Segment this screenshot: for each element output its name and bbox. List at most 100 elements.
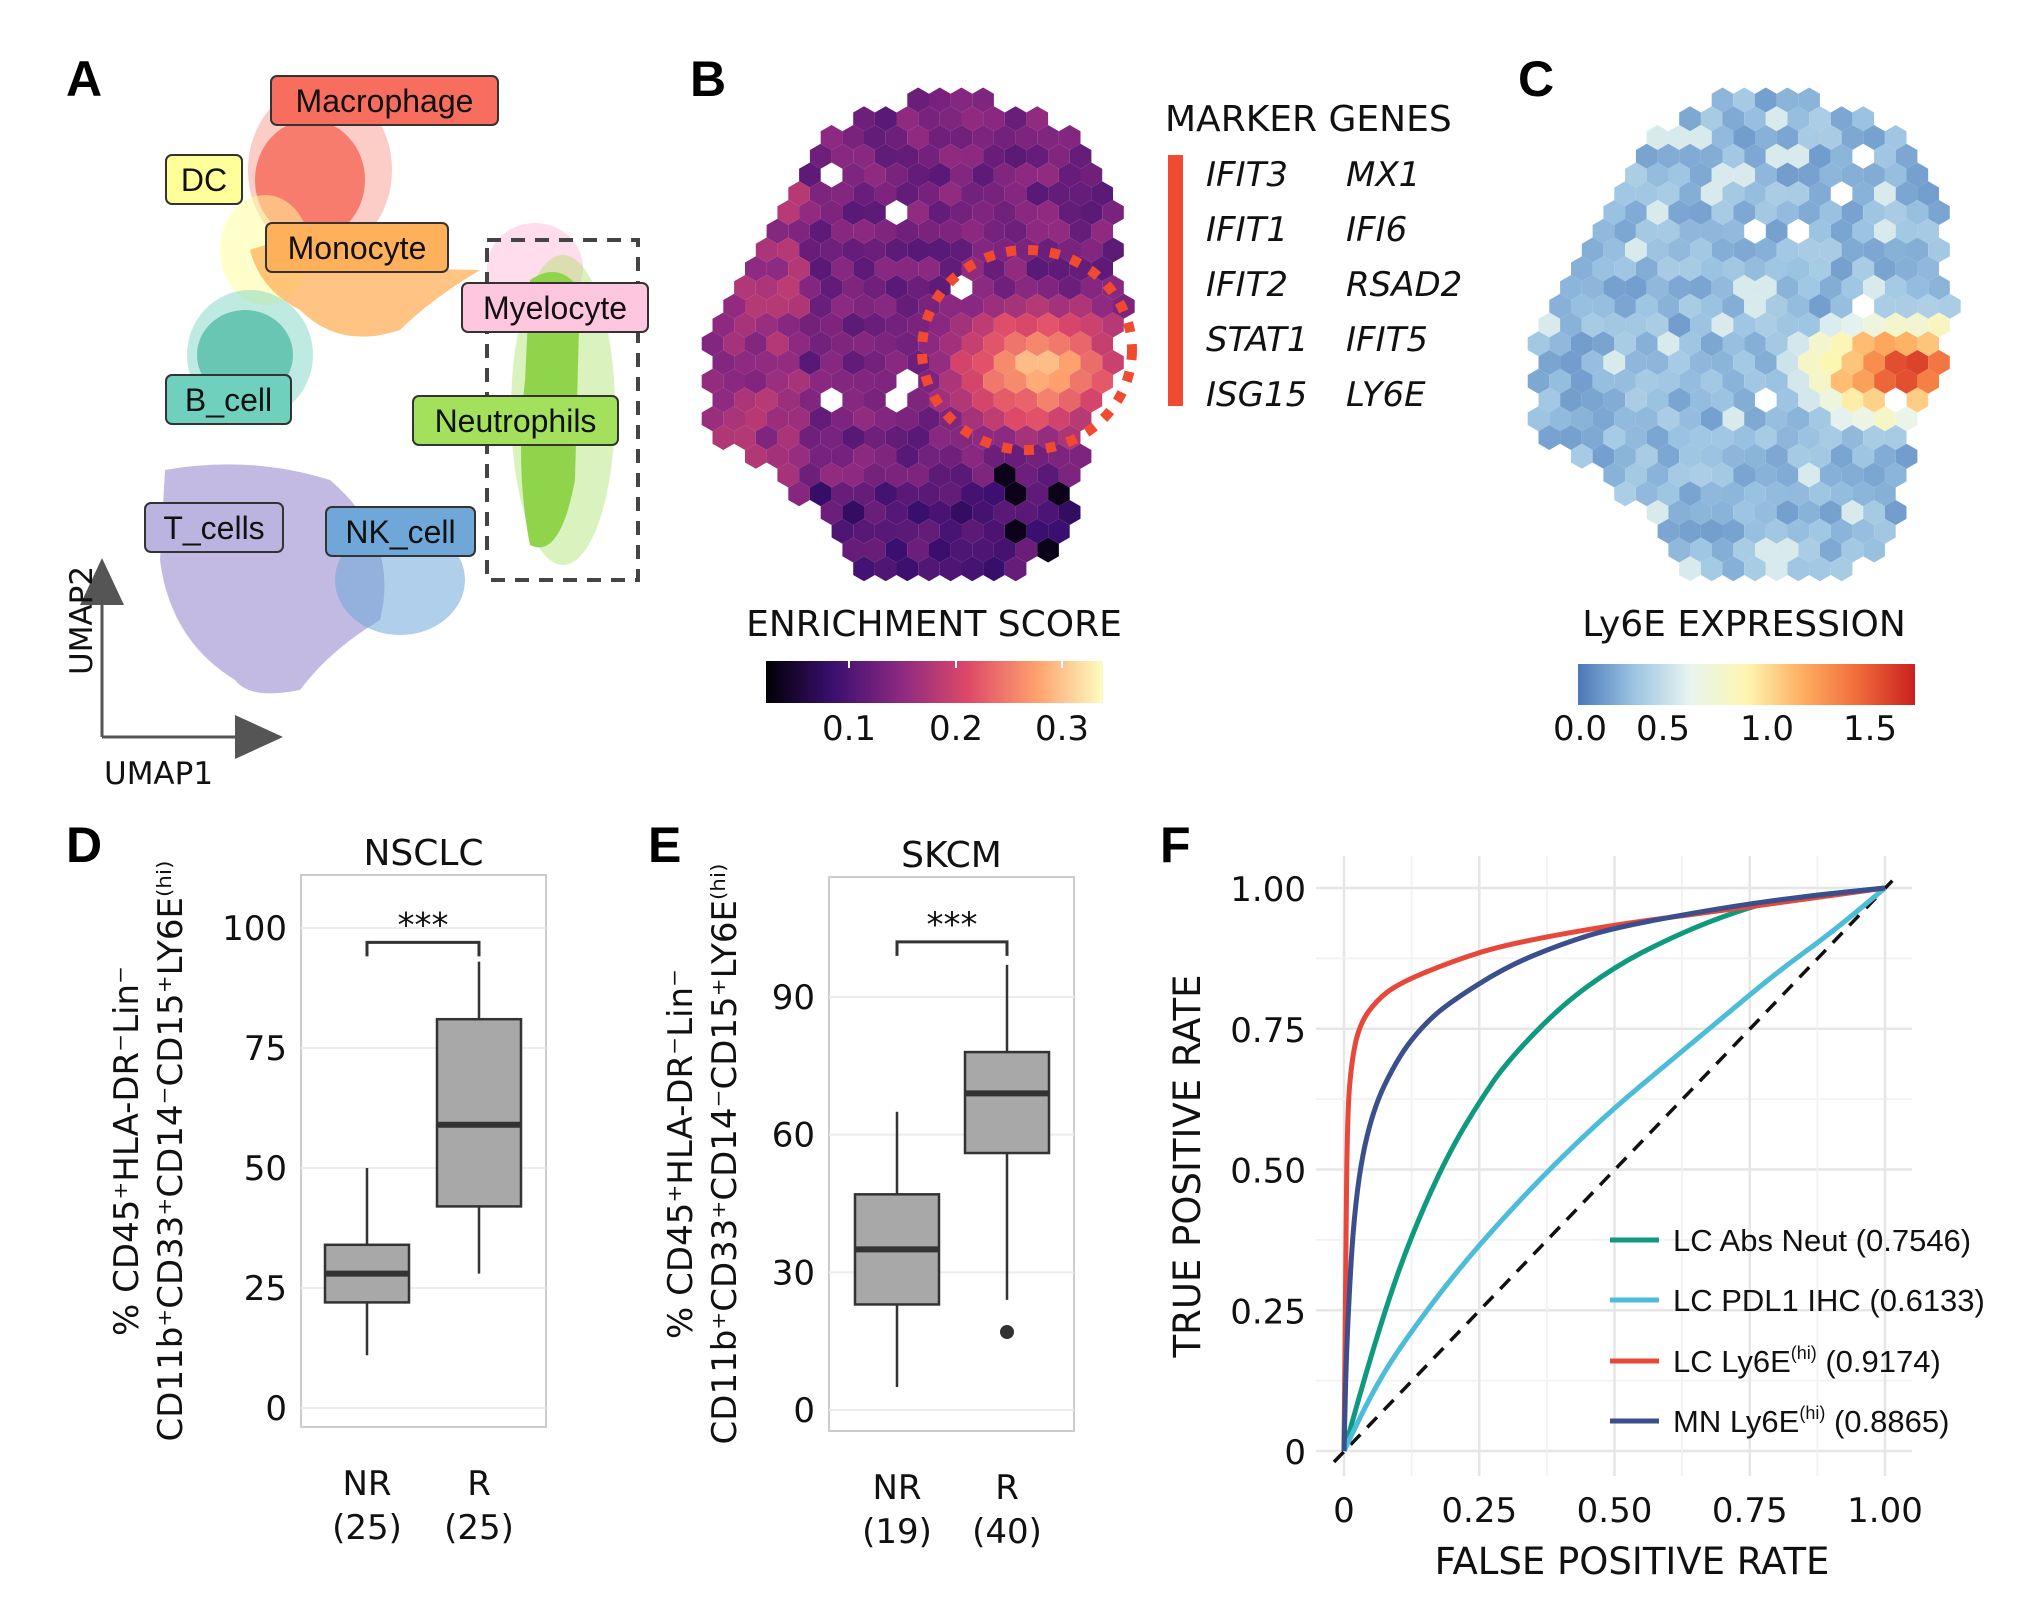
hex-spot <box>896 181 919 207</box>
hex-spot <box>1895 443 1918 469</box>
hex-spot <box>842 237 864 263</box>
hex-spot <box>831 218 854 244</box>
hex-spot <box>1700 331 1723 357</box>
y-tick-label: 50 <box>244 1149 287 1189</box>
hex-spot <box>1668 350 1690 375</box>
hex-spot <box>1037 162 1059 188</box>
hex-spot <box>1798 500 1820 525</box>
hex-spot <box>1765 106 1788 132</box>
hex-spot <box>788 481 810 507</box>
hex-spot <box>1657 181 1680 207</box>
box-iqr <box>435 1017 523 1208</box>
hex-spot <box>1841 500 1864 525</box>
hex-spot <box>734 275 756 300</box>
hex-spot <box>1700 256 1723 282</box>
hex-spot <box>853 143 875 169</box>
hex-spot <box>777 350 800 375</box>
hex-spot <box>1744 556 1766 582</box>
hex-spot <box>874 181 897 207</box>
hex-spot <box>1614 406 1636 432</box>
hex-spot <box>1830 106 1853 132</box>
marker-gene: ISG15 <box>1206 375 1307 415</box>
umap-x-label: UMAP1 <box>104 756 213 792</box>
hex-spot <box>712 425 735 450</box>
hex-spot <box>1809 518 1831 544</box>
hex-spot <box>1819 200 1842 225</box>
hex-spot <box>864 425 886 450</box>
hex-spot <box>907 500 929 525</box>
hex-spot <box>799 350 821 375</box>
hex-spot <box>1787 293 1810 319</box>
hex-spot <box>950 125 973 150</box>
hex-spot <box>1863 312 1885 338</box>
hex-spot <box>874 218 897 244</box>
hex-spot <box>1841 200 1864 225</box>
hex-spot <box>755 312 778 338</box>
hex-spot <box>1863 200 1885 225</box>
hex-spot <box>1776 312 1799 338</box>
hex-spot <box>874 368 897 394</box>
hex-spot <box>1798 237 1820 263</box>
hex-spot <box>1787 143 1810 169</box>
hex-spot <box>1690 200 1712 225</box>
hex-spot <box>1581 275 1604 300</box>
hex-spot <box>1711 537 1734 563</box>
hex-spot <box>1809 106 1831 132</box>
hex-spot <box>755 387 778 413</box>
hex-spot <box>723 368 745 394</box>
hex-spot <box>939 331 962 357</box>
hex-spot <box>1722 556 1745 582</box>
hex-spot <box>983 293 1005 319</box>
hex-spot <box>1895 256 1918 282</box>
hex-spot <box>1874 293 1896 319</box>
hex-spot <box>1906 350 1929 375</box>
hex-spot <box>1058 500 1081 525</box>
hex-spot <box>1809 481 1831 507</box>
hex-spot <box>1015 200 1038 225</box>
x-tick-label: 0 <box>1333 1491 1355 1531</box>
hex-spot <box>1722 106 1745 132</box>
hex-spot <box>983 556 1005 582</box>
hex-spot <box>799 200 821 225</box>
hex-spot <box>961 293 984 319</box>
hex-spot <box>885 237 908 263</box>
x-tick-label: 0.75 <box>1712 1491 1788 1531</box>
hex-spot <box>1635 443 1658 469</box>
hex-spot <box>1722 368 1745 394</box>
hex-spot <box>831 256 854 282</box>
hex-spot <box>929 162 951 188</box>
hex-spot <box>929 312 951 338</box>
hex-spot <box>1037 462 1059 488</box>
hex-spot <box>1744 143 1766 169</box>
hex-spot <box>918 556 940 582</box>
hex-spot <box>993 275 1016 300</box>
hex-spot <box>1874 481 1896 507</box>
hex-spot <box>1841 387 1864 413</box>
hex-spot <box>983 481 1005 507</box>
hex-spot <box>929 350 951 375</box>
cluster-label-text: DC <box>181 162 227 198</box>
hex-spot <box>1809 406 1831 432</box>
hex-spot <box>1928 312 1950 338</box>
hex-spot <box>1798 162 1820 188</box>
hex-spot <box>1928 350 1950 375</box>
hex-spot <box>1787 406 1810 432</box>
hex-spot <box>993 162 1016 188</box>
hex-spot <box>1679 443 1701 469</box>
hex-spot <box>1928 275 1950 300</box>
hex-spot <box>1015 162 1038 188</box>
hex-spot <box>1657 443 1680 469</box>
hex-spot <box>972 312 994 338</box>
hex-spot <box>842 200 864 225</box>
hex-spot <box>972 462 994 488</box>
hex-spot <box>983 218 1005 244</box>
hex-spot <box>950 387 973 413</box>
y-tick-label: 75 <box>244 1029 287 1069</box>
hex-spot <box>896 106 919 132</box>
hex-spot <box>907 125 929 150</box>
hex-spot <box>1026 218 1049 244</box>
hex-spot <box>864 125 886 150</box>
hex-spot <box>1863 275 1885 300</box>
hex-spot <box>1058 125 1081 150</box>
hex-spot <box>1571 293 1593 319</box>
